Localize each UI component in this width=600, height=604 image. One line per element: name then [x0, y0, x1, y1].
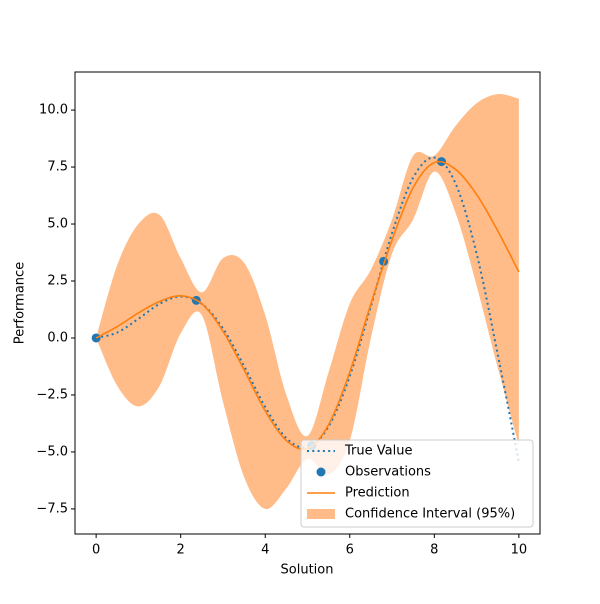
y-tick-label: 7.5 — [47, 160, 68, 175]
y-tick-label: 2.5 — [47, 274, 68, 289]
legend-label: Observations — [345, 465, 431, 480]
legend-box — [300, 439, 534, 528]
y-tick-label: −5.0 — [36, 444, 68, 459]
x-tick-label: 2 — [177, 543, 185, 558]
x-axis-label: Solution — [281, 563, 334, 578]
legend-swatch — [316, 467, 326, 477]
x-tick-label: 8 — [430, 543, 438, 558]
x-tick-label: 6 — [346, 543, 354, 558]
y-tick-label: 0.0 — [47, 330, 68, 345]
legend-label: True Value — [344, 444, 412, 459]
plot-frame — [74, 71, 541, 535]
x-tick-label: 10 — [511, 543, 528, 558]
legend-swatch — [307, 509, 335, 519]
y-axis-label: Performance — [13, 262, 28, 344]
x-tick-label: 0 — [92, 543, 100, 558]
x-tick-label: 4 — [261, 543, 269, 558]
legend-label: Prediction — [345, 486, 410, 501]
confidence-band — [96, 94, 519, 510]
y-tick-label: 10.0 — [39, 103, 68, 118]
y-tick-label: −2.5 — [36, 387, 68, 402]
y-tick-label: 5.0 — [47, 217, 68, 232]
y-tick-label: −7.5 — [36, 501, 68, 516]
legend-label: Confidence Interval (95%) — [345, 507, 515, 522]
